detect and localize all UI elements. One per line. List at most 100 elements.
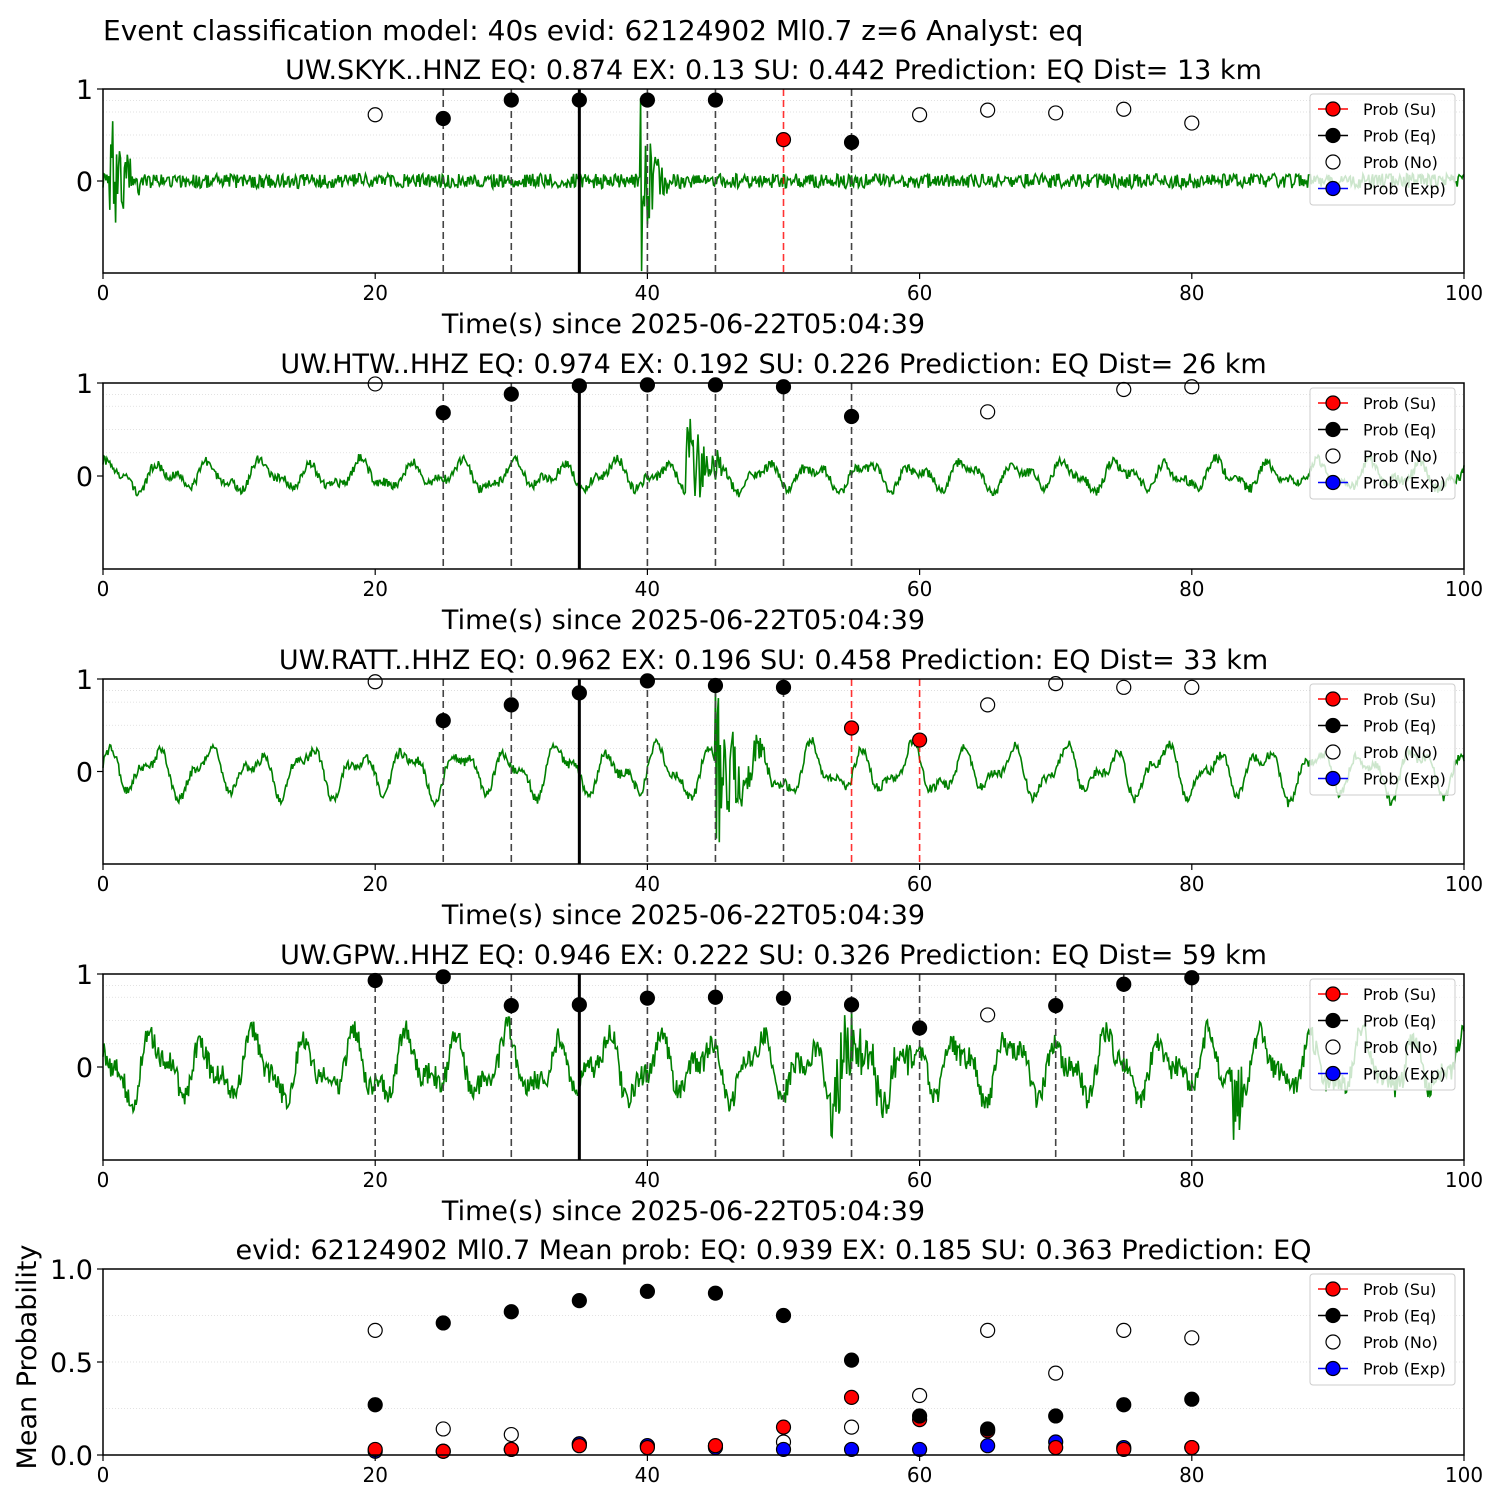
marker-eq xyxy=(1184,1391,1200,1407)
y-tick-label: 0 xyxy=(76,758,93,789)
marker-no xyxy=(1048,105,1064,121)
x-axis-label: Time(s) since 2025-06-22T05:04:39 xyxy=(441,309,925,340)
marker-no xyxy=(1184,1330,1200,1346)
marker-eq xyxy=(843,997,860,1013)
legend-label: Prob (No) xyxy=(1363,153,1438,172)
legend-label: Prob (No) xyxy=(1363,447,1438,466)
y-tick-label: 1 xyxy=(76,369,93,400)
x-tick-label: 0 xyxy=(97,281,110,305)
x-tick-label: 0 xyxy=(97,1463,110,1487)
legend-box xyxy=(1309,387,1456,500)
legend-box xyxy=(1309,93,1456,206)
x-tick-label: 40 xyxy=(635,1168,660,1192)
legend-label: Prob (Su) xyxy=(1363,394,1436,413)
x-tick-label: 100 xyxy=(1445,872,1483,896)
legend-label: Prob (Eq) xyxy=(1363,1012,1436,1031)
x-tick-label: 20 xyxy=(362,1168,387,1192)
x-tick-label: 0 xyxy=(97,577,110,601)
legend-marker-su xyxy=(1325,395,1341,411)
marker-no xyxy=(843,1419,860,1435)
legend-marker-exp xyxy=(1325,474,1341,491)
marker-eq xyxy=(707,92,724,108)
legend-label: Prob (No) xyxy=(1363,1038,1438,1057)
y-tick-label: 0 xyxy=(76,167,93,198)
x-tick-label: 60 xyxy=(907,577,932,601)
marker-su xyxy=(775,1419,792,1435)
x-tick-label: 40 xyxy=(635,872,660,896)
x-tick-label: 100 xyxy=(1445,1168,1483,1192)
marker-eq xyxy=(707,1285,724,1301)
marker-su xyxy=(639,1439,656,1456)
legend-box xyxy=(1309,683,1456,796)
marker-no xyxy=(367,376,383,392)
waveform-trace xyxy=(102,688,1302,843)
marker-no xyxy=(980,404,996,420)
x-tick-label: 20 xyxy=(362,281,387,305)
legend-marker-su xyxy=(1325,691,1341,707)
waveform-trace xyxy=(102,1008,1302,1140)
marker-no xyxy=(911,1387,928,1404)
marker-eq xyxy=(980,1421,996,1437)
legend-marker-su xyxy=(1325,1281,1341,1297)
marker-no xyxy=(1116,1322,1132,1338)
marker-eq xyxy=(367,1397,383,1413)
marker-no xyxy=(367,674,383,690)
marker-exp xyxy=(980,1438,996,1454)
panel-title: UW.HTW..HHZ EQ: 0.974 EX: 0.192 SU: 0.22… xyxy=(280,349,1266,380)
x-tick-label: 60 xyxy=(907,872,932,896)
x-tick-label: 40 xyxy=(635,281,660,305)
x-tick-label: 0 xyxy=(97,872,110,896)
marker-eq xyxy=(1048,998,1064,1014)
waveform-trace xyxy=(102,418,1302,498)
marker-eq xyxy=(571,378,587,394)
legend-label: Prob (Su) xyxy=(1363,985,1436,1004)
x-tick-label: 80 xyxy=(1179,1168,1204,1192)
legend-label: Prob (Eq) xyxy=(1363,127,1436,146)
legend-marker-no xyxy=(1325,1334,1341,1350)
legend-marker-su xyxy=(1325,986,1341,1002)
legend-label: Prob (Eq) xyxy=(1363,717,1436,736)
marker-eq xyxy=(843,408,860,425)
panel-title: evid: 62124902 Ml0.7 Mean prob: EQ: 0.93… xyxy=(236,1235,1312,1266)
marker-eq xyxy=(843,1352,860,1368)
marker-eq xyxy=(775,990,792,1006)
x-tick-label: 100 xyxy=(1445,281,1483,305)
marker-eq xyxy=(775,379,792,395)
marker-eq xyxy=(639,990,656,1006)
marker-no xyxy=(980,102,996,118)
marker-no xyxy=(980,697,996,713)
y-tick-label: 0 xyxy=(76,1053,93,1084)
marker-eq xyxy=(503,386,519,402)
x-axis-label: Time(s) since 2025-06-22T05:04:39 xyxy=(441,605,925,636)
legend-label: Prob (Exp) xyxy=(1363,474,1446,493)
marker-su xyxy=(1184,1439,1200,1456)
marker-eq xyxy=(435,405,451,421)
marker-eq xyxy=(1116,1397,1132,1413)
x-axis-label: Time(s) since 2025-06-22T05:04:39 xyxy=(441,900,925,931)
marker-eq xyxy=(639,377,656,393)
legend-marker-exp xyxy=(1325,770,1341,787)
marker-eq xyxy=(503,1304,519,1320)
marker-eq xyxy=(1116,976,1132,992)
marker-eq xyxy=(503,998,519,1014)
legend-marker-eq xyxy=(1325,1307,1341,1324)
marker-no xyxy=(911,107,928,123)
marker-su xyxy=(911,732,928,748)
marker-eq xyxy=(367,972,383,989)
marker-su xyxy=(503,1441,519,1458)
x-tick-label: 100 xyxy=(1445,577,1483,601)
marker-su xyxy=(1048,1439,1064,1456)
marker-no xyxy=(503,1426,519,1443)
marker-eq xyxy=(435,1315,451,1331)
legend-label: Prob (Exp) xyxy=(1363,1360,1446,1379)
marker-no xyxy=(1184,115,1200,131)
marker-eq xyxy=(707,989,724,1005)
marker-eq xyxy=(503,697,519,713)
marker-su xyxy=(843,1389,860,1405)
marker-eq xyxy=(843,134,860,150)
y-axis-label: Mean Probability xyxy=(12,1245,43,1470)
legend-label: Prob (Su) xyxy=(1363,100,1436,119)
marker-su xyxy=(843,720,860,736)
legend-marker-exp xyxy=(1325,1360,1341,1377)
waveform-trace xyxy=(102,98,1302,272)
